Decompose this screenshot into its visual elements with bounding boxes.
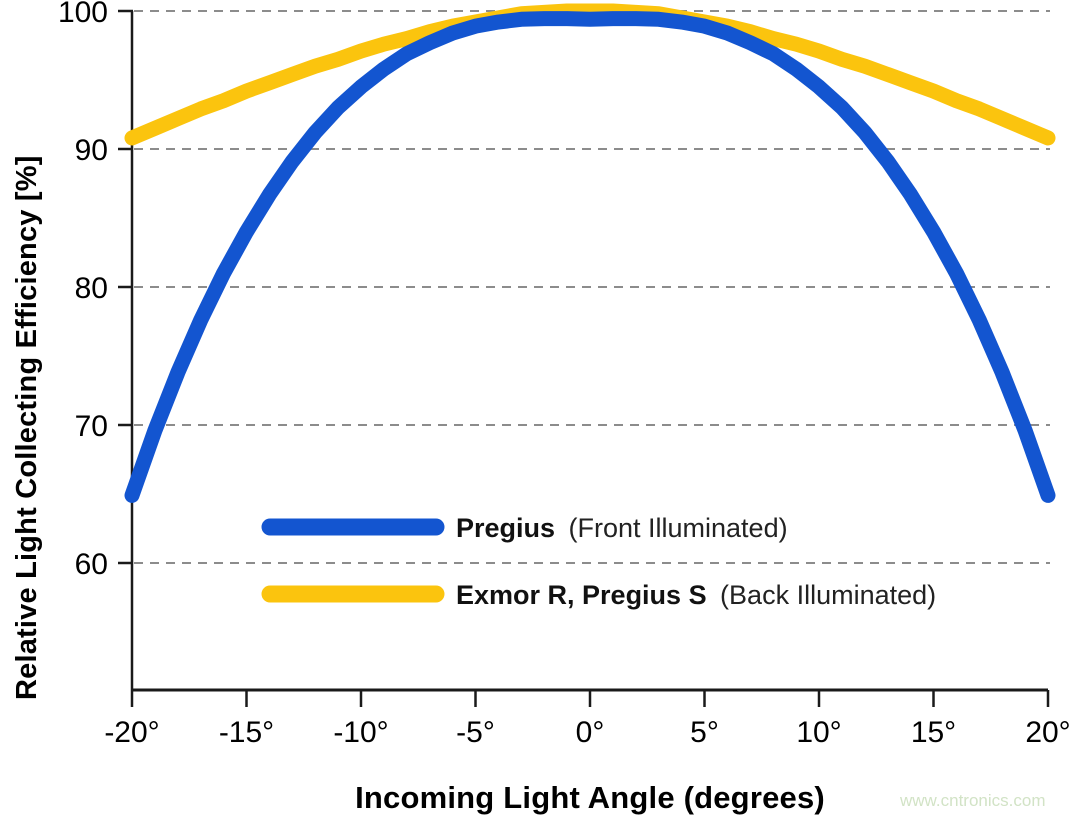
y-tick-label-80: 80 — [75, 272, 108, 305]
x-tick-label--15: -15° — [219, 716, 274, 749]
series-line-exmor-r-pregius-s — [124, 3, 1056, 146]
legend-label-strong-1: Exmor R, Pregius S — [456, 580, 707, 610]
legend-label-strong-0: Pregius — [456, 513, 555, 543]
x-tick-label-20: 20° — [1025, 716, 1070, 749]
y-tick-label-100: 100 — [58, 0, 108, 29]
legend-item-exmor-r-pregius-s: Exmor R, Pregius S (Back Illuminated) — [456, 580, 936, 610]
y-tick-label-60: 60 — [75, 548, 108, 581]
data-series-group — [124, 3, 1056, 503]
y-tick-labels-group: 60 70 80 90 100 — [58, 0, 108, 581]
chart-legend: Pregius (Front Illuminated) Exmor R, Pre… — [261, 513, 936, 610]
x-tick-label--5: -5° — [456, 716, 495, 749]
x-tick-labels-group: -20° -15° -10° -5° 0° 5° 10° 15° 20° — [104, 716, 1070, 749]
y-tick-label-70: 70 — [75, 410, 108, 443]
watermark-cntronics: www.cntronics.com — [899, 791, 1045, 810]
x-tick-label-15: 15° — [911, 716, 956, 749]
legend-item-pregius: Pregius (Front Illuminated) — [456, 513, 788, 543]
y-tick-label-90: 90 — [75, 134, 108, 167]
x-tick-label-0: 0° — [576, 716, 605, 749]
x-tick-label--10: -10° — [333, 716, 388, 749]
gridlines-group — [118, 10, 1050, 564]
legend-label-light-0: (Front Illuminated) — [569, 513, 788, 543]
x-axis-label: Incoming Light Angle (degrees) — [355, 780, 825, 815]
x-tick-label-5: 5° — [690, 716, 719, 749]
y-axis-label: Relative Light Collecting Efficiency [%] — [11, 155, 43, 700]
ticks-group — [118, 9, 1050, 707]
legend-label-light-1: (Back Illuminated) — [720, 580, 936, 610]
x-tick-label-10: 10° — [796, 716, 841, 749]
series-line-pregius — [124, 11, 1056, 503]
x-tick-label--20: -20° — [104, 716, 159, 749]
